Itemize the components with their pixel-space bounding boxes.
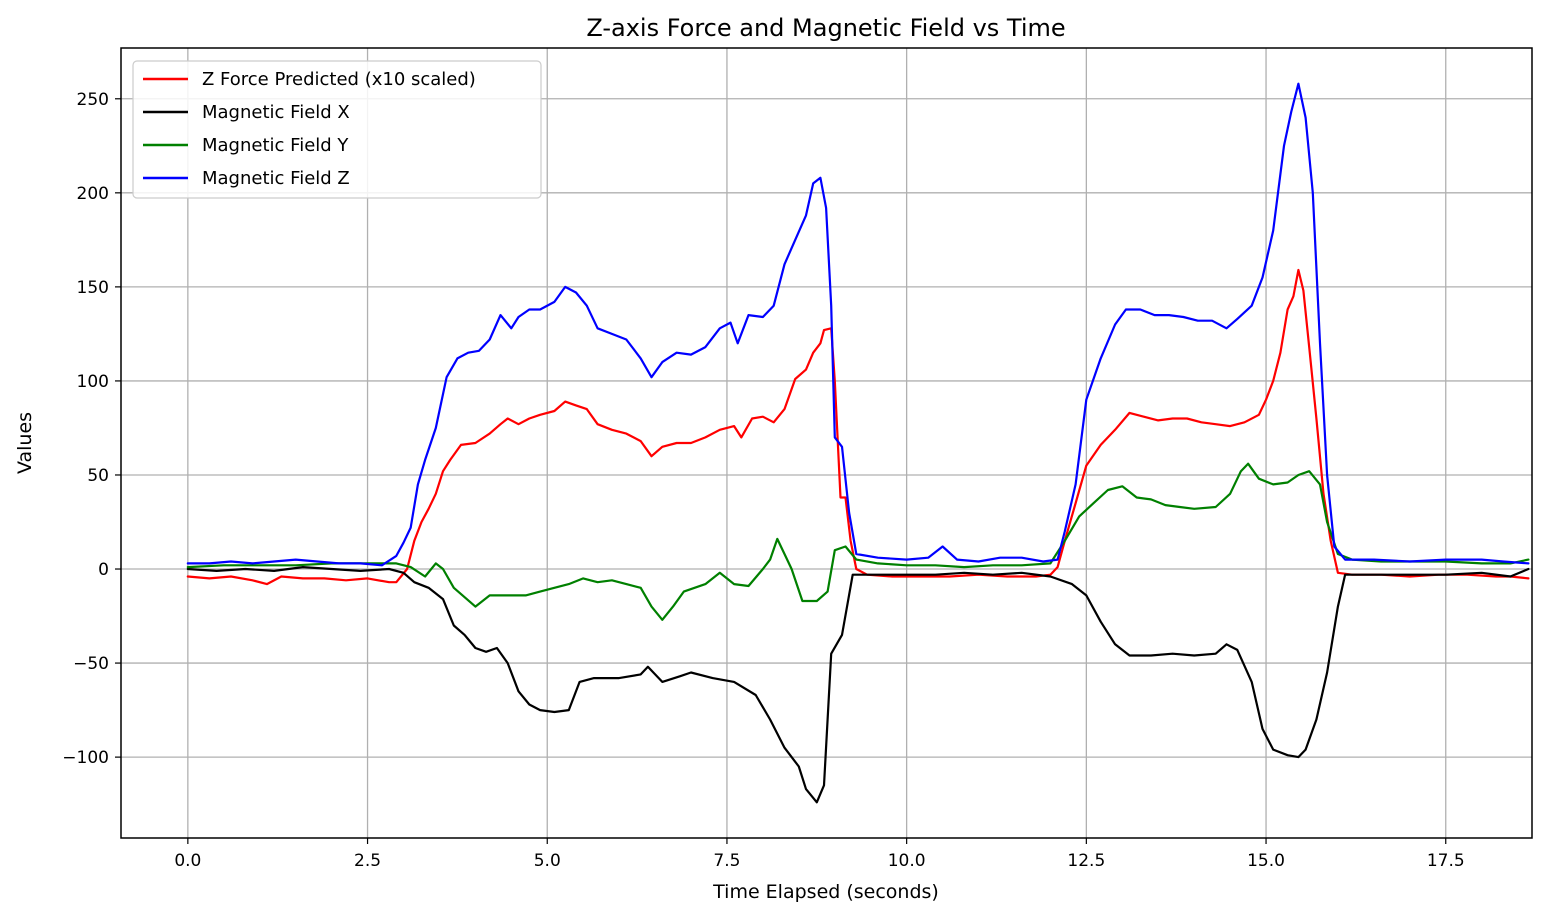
x-tick-label: 10.0: [888, 851, 926, 871]
y-tick-label: −50: [73, 654, 109, 674]
series-line: [186, 82, 1530, 567]
series-layer: [186, 82, 1530, 804]
legend-label: Magnetic Field X: [202, 102, 350, 123]
grid: [121, 48, 1532, 838]
x-tick-label: 5.0: [534, 851, 561, 871]
series-line: [186, 565, 1530, 804]
series-line: [186, 268, 1530, 586]
legend-label: Magnetic Field Y: [202, 135, 349, 156]
y-tick-label: −100: [62, 748, 109, 768]
y-tick-label: 150: [77, 278, 109, 298]
x-tick-label: 7.5: [713, 851, 740, 871]
y-tick-label: 250: [77, 90, 109, 110]
plot-frame: [120, 47, 1533, 839]
y-tick-label: 200: [77, 184, 109, 204]
x-tick-label: 0.0: [174, 851, 201, 871]
x-tick-label: 2.5: [354, 851, 381, 871]
legend: Z Force Predicted (x10 scaled) Magnetic F…: [132, 60, 542, 199]
y-tick-label: 50: [87, 466, 109, 486]
x-axis-ticks: 0.0 2.5 5.0 7.5 10.0 12.5 15.0 17.5: [174, 838, 1465, 871]
x-tick-label: 17.5: [1427, 851, 1465, 871]
legend-box: [132, 60, 542, 199]
x-axis-label: Time Elapsed (seconds): [712, 881, 939, 903]
y-tick-label: 0: [98, 560, 109, 580]
chart-title: Z-axis Force and Magnetic Field vs Time: [586, 14, 1065, 42]
x-tick-label: 12.5: [1067, 851, 1105, 871]
y-tick-label: 100: [77, 372, 109, 392]
y-axis-ticks: −100 −50 0 50 100 150 200 250: [62, 90, 121, 768]
legend-label: Z Force Predicted (x10 scaled): [202, 69, 476, 90]
legend-label: Magnetic Field Z: [202, 168, 350, 189]
x-tick-label: 15.0: [1247, 851, 1285, 871]
series-line: [186, 462, 1530, 621]
y-axis-label: Values: [14, 412, 36, 474]
